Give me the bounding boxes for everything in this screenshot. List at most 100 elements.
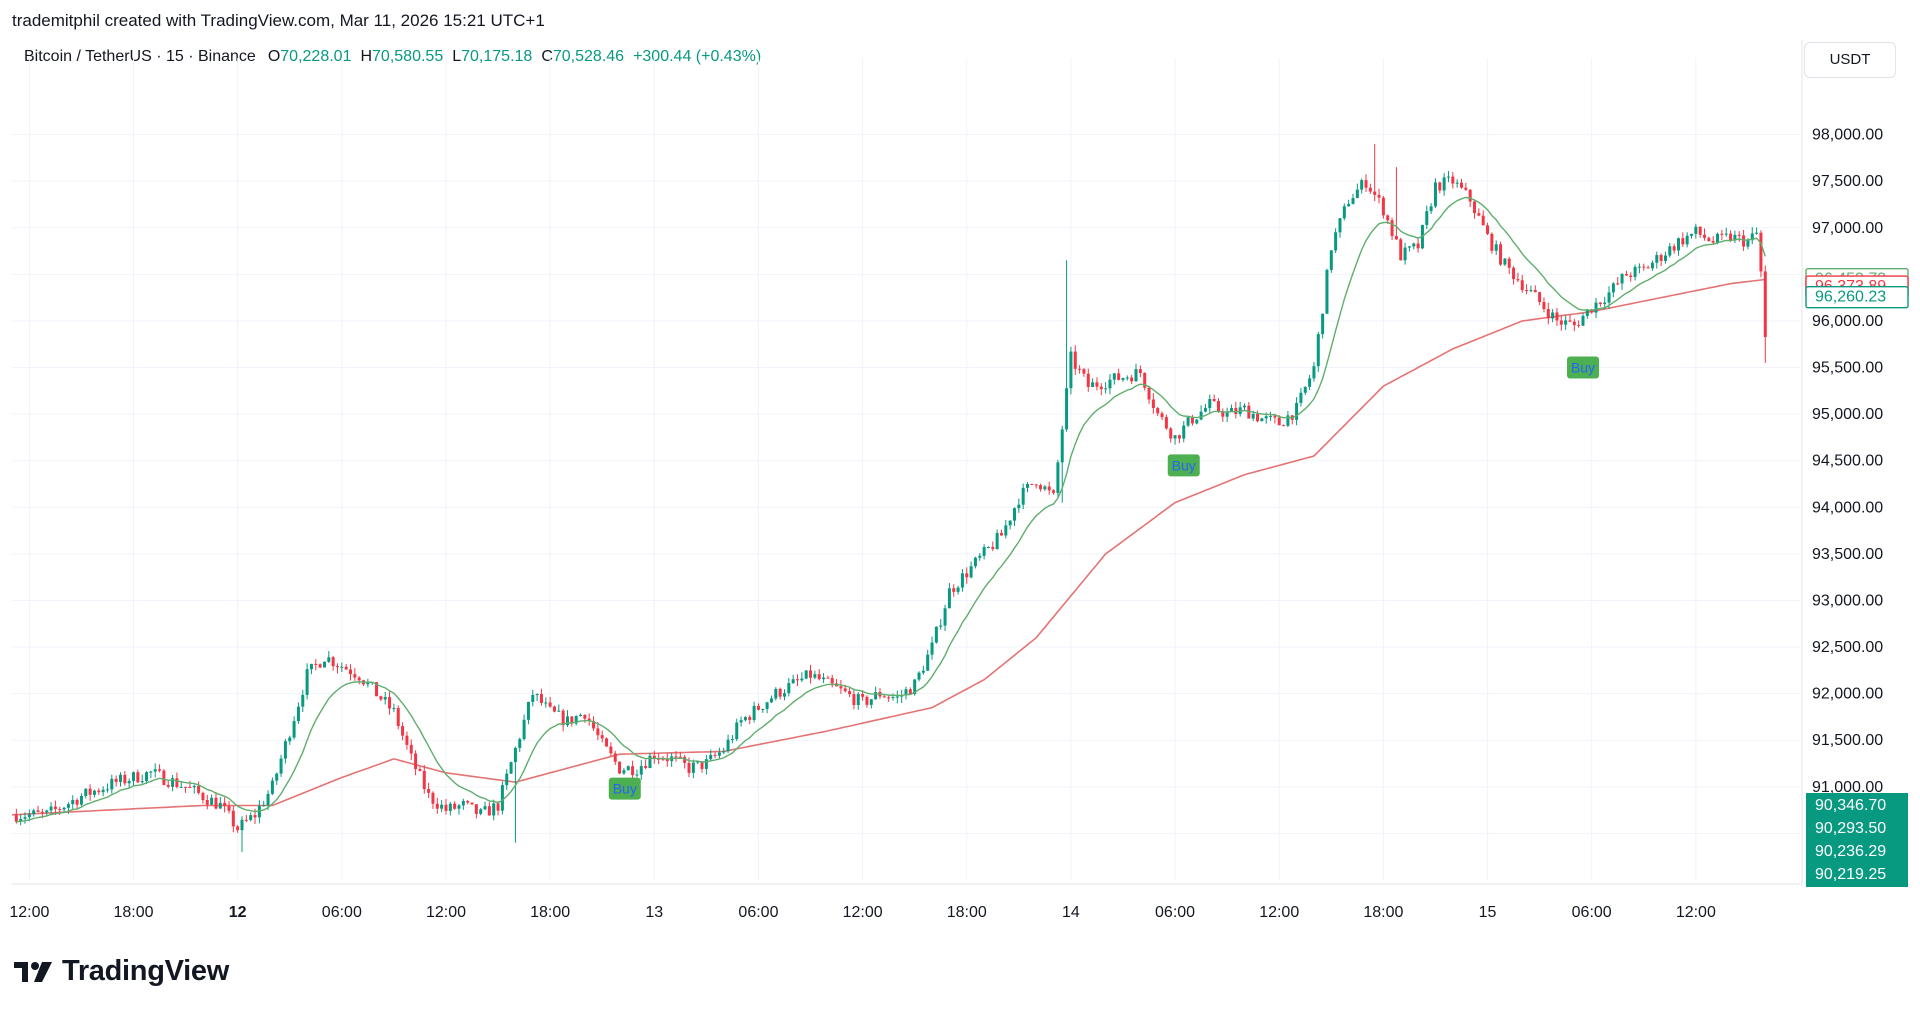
- candle-body: [1108, 379, 1112, 389]
- price-label-box: [1805, 285, 1909, 309]
- buy-badge: [1167, 454, 1200, 477]
- candle-body: [874, 692, 878, 700]
- candle-body: [1655, 255, 1659, 263]
- candle-body: [1069, 351, 1073, 389]
- time-tick-label: 15: [1479, 904, 1497, 921]
- price-tick-label: 95,000.00: [1812, 406, 1883, 423]
- candle-body: [1577, 325, 1581, 327]
- candle-body: [791, 679, 795, 684]
- candle-body: [184, 786, 188, 788]
- candle-body: [1121, 378, 1125, 380]
- candle-body: [461, 800, 465, 806]
- candle-body: [357, 677, 361, 681]
- candle-body: [379, 696, 383, 700]
- candle-body: [253, 815, 257, 818]
- chart-grid: [12, 58, 1800, 880]
- candle-body: [1646, 267, 1650, 269]
- candle-body: [1229, 408, 1233, 413]
- candle-body: [1551, 312, 1555, 319]
- candle-body: [496, 803, 500, 811]
- candle-body: [1520, 280, 1524, 291]
- candle-body: [796, 679, 800, 681]
- candle-body: [1403, 247, 1407, 261]
- candle-body: [509, 762, 513, 774]
- candle-body: [1130, 377, 1134, 382]
- candle-body: [895, 696, 899, 698]
- candle-body: [830, 678, 834, 684]
- candle-body: [1186, 417, 1190, 426]
- candle-body: [809, 670, 813, 678]
- candle-body: [600, 735, 604, 739]
- candle-body: [479, 809, 483, 814]
- candle-body: [960, 573, 964, 588]
- candle-body: [735, 722, 739, 740]
- candle-body: [1581, 315, 1585, 326]
- candle-body: [1755, 232, 1759, 234]
- candle-body: [118, 774, 122, 782]
- candle-body: [861, 693, 865, 697]
- candle-body: [1299, 392, 1303, 403]
- slow-ma-layer: [11, 278, 1766, 816]
- candle-body: [375, 682, 379, 697]
- candle-body: [331, 657, 335, 667]
- price-tick-label: 93,000.00: [1812, 592, 1883, 609]
- candle-body: [1503, 258, 1507, 265]
- candle-body: [1750, 233, 1754, 241]
- candle-body: [1416, 243, 1420, 249]
- candle-body: [787, 683, 791, 694]
- candle-body: [1021, 487, 1025, 505]
- price-label: 96,260.23: [1805, 285, 1909, 309]
- candle-body: [583, 714, 587, 719]
- candle-body: [1538, 292, 1542, 303]
- candle-body: [1112, 373, 1116, 380]
- candle-body: [1273, 416, 1277, 418]
- candle-body: [1486, 225, 1490, 234]
- candle-body: [414, 753, 418, 770]
- candles-layer: [14, 143, 1767, 853]
- candle-body: [618, 761, 622, 774]
- candle-body: [192, 785, 196, 788]
- candle-body: [774, 688, 778, 699]
- candle-body: [1225, 412, 1229, 417]
- candle-body: [1182, 425, 1186, 439]
- candle-body: [62, 807, 66, 810]
- candle-body: [1377, 194, 1381, 198]
- candle-body: [869, 699, 873, 705]
- fast-ma-layer: [16, 196, 1766, 823]
- candle-body: [1429, 206, 1433, 212]
- candle-body: [843, 688, 847, 692]
- time-tick-label: 18:00: [530, 904, 570, 921]
- candle-body: [444, 804, 448, 811]
- candle-body: [1043, 486, 1047, 490]
- time-tick-label: 18:00: [113, 904, 153, 921]
- candle-body: [227, 805, 231, 811]
- candle-body: [1012, 508, 1016, 521]
- candle-body: [865, 696, 869, 705]
- candle-body: [1703, 234, 1707, 238]
- candle-body: [730, 739, 734, 741]
- candle-body: [826, 677, 830, 679]
- candle-body: [991, 546, 995, 549]
- candle-body: [613, 753, 617, 762]
- candle-body: [1629, 275, 1633, 277]
- candle-body: [453, 803, 457, 809]
- tradingview-icon: [14, 961, 52, 982]
- candle-body: [513, 747, 517, 763]
- price-tick-label: 93,500.00: [1812, 546, 1883, 563]
- candle-body: [1594, 302, 1598, 313]
- candle-body: [683, 756, 687, 763]
- candle-body: [1724, 233, 1728, 235]
- symbol-title[interactable]: Bitcoin / TetherUS · 15 · Binance: [24, 48, 256, 65]
- candle-body: [270, 780, 274, 794]
- currency-button[interactable]: USDT: [1804, 42, 1896, 78]
- candle-body: [913, 679, 917, 695]
- candle-body: [262, 804, 266, 806]
- candle-body: [1607, 292, 1611, 303]
- candle-body: [97, 790, 101, 793]
- candle-body: [505, 773, 509, 786]
- candle-body: [769, 698, 773, 703]
- candle-body: [1173, 435, 1177, 439]
- candle-body: [1060, 429, 1064, 463]
- slow-ma-line: [11, 278, 1766, 816]
